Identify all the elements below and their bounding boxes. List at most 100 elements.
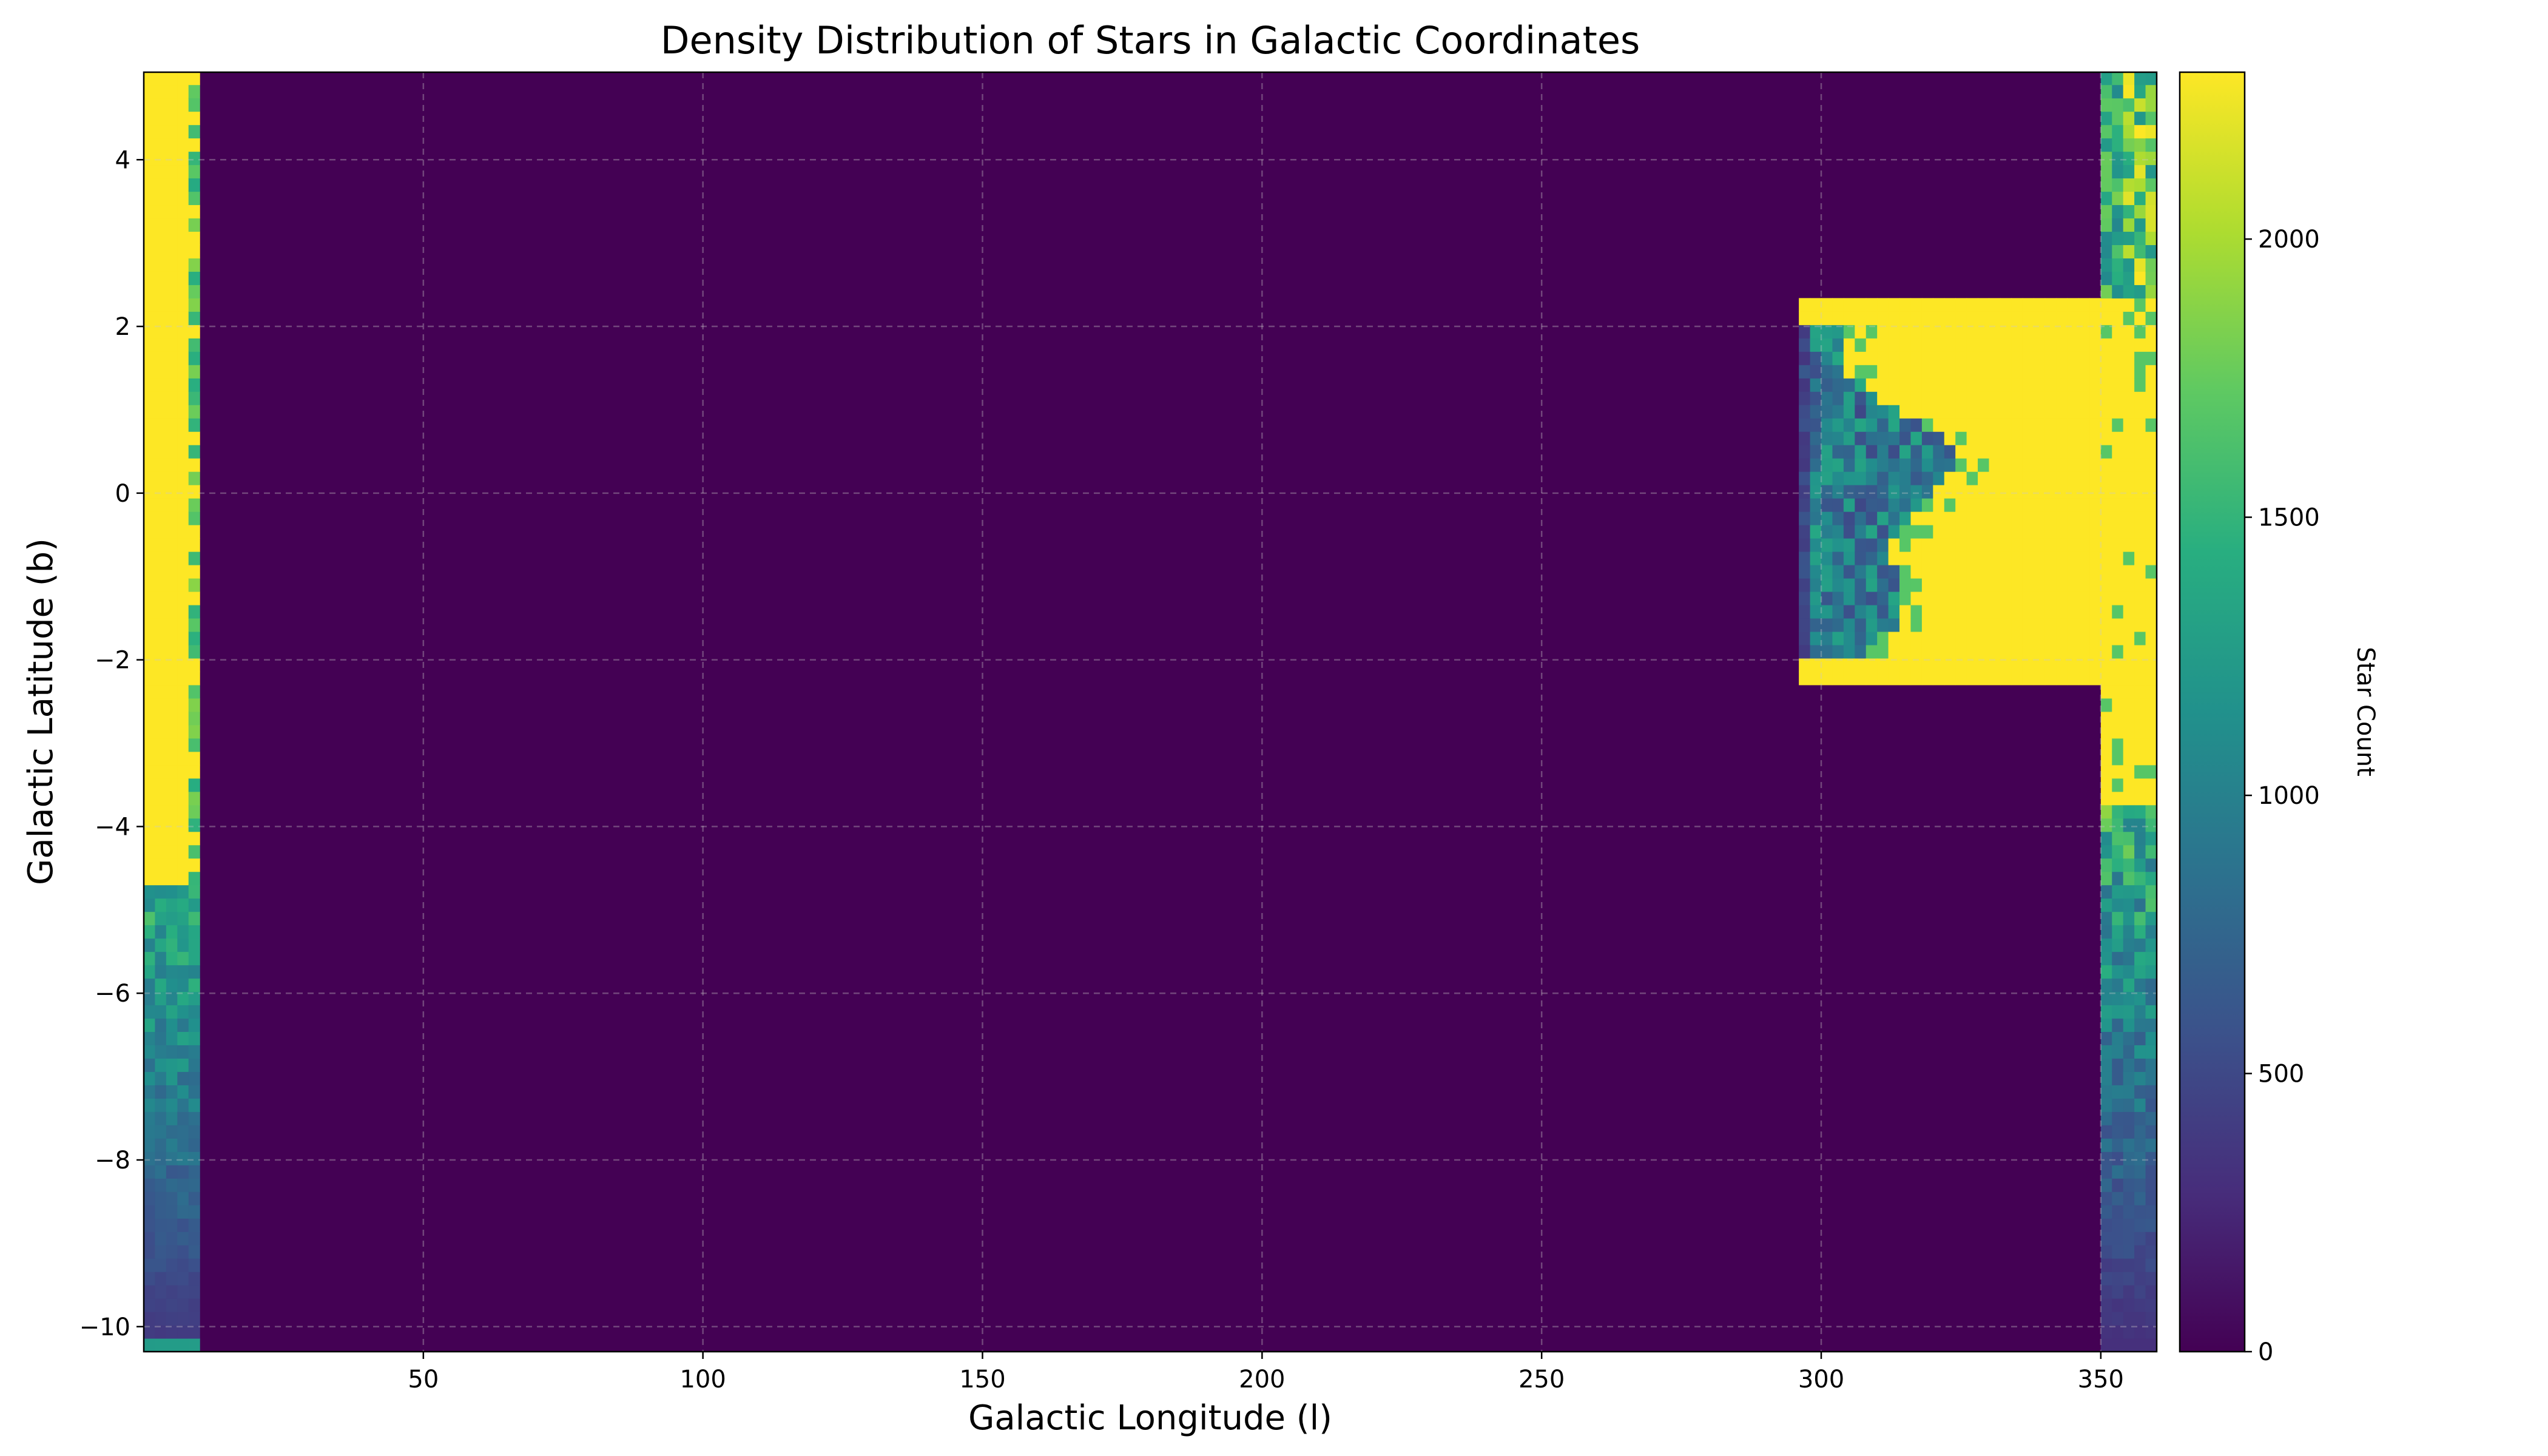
heatmap-cell — [2000, 445, 2012, 459]
heatmap-cell — [144, 1178, 156, 1192]
heatmap-cell — [2044, 338, 2057, 352]
heatmap-cell — [2022, 405, 2034, 419]
heatmap-cell — [188, 951, 200, 966]
heatmap-cell — [177, 618, 189, 632]
heatmap-cell — [2067, 604, 2079, 619]
heatmap-cell — [2112, 218, 2124, 232]
heatmap-cell — [144, 1058, 156, 1072]
heatmap-cell — [1955, 485, 1967, 499]
heatmap-cell — [1888, 578, 1900, 592]
heatmap-cell — [2123, 1205, 2135, 1219]
heatmap-cell — [1810, 458, 1822, 472]
heatmap-cell — [155, 858, 167, 872]
heatmap-cell — [2134, 538, 2146, 552]
heatmap-cell — [2123, 471, 2135, 485]
heatmap-cell — [177, 338, 189, 352]
heatmap-cell — [1933, 525, 1945, 539]
heatmap-cell — [2112, 511, 2124, 525]
heatmap-cell — [166, 1085, 178, 1099]
heatmap-cell — [2034, 644, 2046, 659]
heatmap-cell — [2044, 378, 2057, 392]
heatmap-cell — [1810, 618, 1822, 632]
heatmap-cell — [2044, 458, 2057, 472]
heatmap-cell — [177, 98, 189, 112]
heatmap-cell — [2134, 644, 2146, 659]
heatmap-cell — [2112, 1218, 2124, 1232]
heatmap-cell — [1944, 338, 1956, 352]
heatmap-cell — [1944, 525, 1956, 539]
heatmap-cell — [166, 72, 178, 86]
heatmap-cell — [2134, 1325, 2146, 1339]
heatmap-cell — [166, 951, 178, 966]
heatmap-cell — [2112, 98, 2124, 112]
heatmap-cell — [2000, 591, 2012, 605]
heatmap-cell — [177, 578, 189, 592]
heatmap-cell — [2112, 951, 2124, 966]
heatmap-cell — [1933, 338, 1945, 352]
heatmap-cell — [2145, 231, 2157, 245]
heatmap-cell — [2000, 325, 2012, 339]
heatmap-cell — [1910, 538, 1923, 552]
heatmap-cell — [1978, 538, 1990, 552]
heatmap-cell — [1810, 604, 1822, 619]
heatmap-cell — [1966, 591, 1978, 605]
x-axis-label: Galactic Longitude (l) — [968, 1398, 1332, 1438]
heatmap-cell — [2100, 644, 2112, 659]
heatmap-cell — [1978, 618, 1990, 632]
heatmap-cell — [2056, 378, 2068, 392]
heatmap-cell — [155, 271, 167, 285]
heatmap-cell — [1843, 604, 1855, 619]
heatmap-cell — [1877, 298, 1889, 312]
heatmap-cell — [1989, 298, 2001, 312]
heatmap-cell — [1921, 471, 1933, 485]
heatmap-cell — [144, 551, 156, 565]
heatmap-cell — [2100, 1338, 2112, 1352]
heatmap-cell — [166, 1125, 178, 1139]
heatmap-cell — [2123, 1218, 2135, 1232]
heatmap-cell — [1799, 525, 1811, 539]
heatmap-cell — [144, 925, 156, 939]
heatmap-cell — [2112, 1018, 2124, 1032]
heatmap-cell — [144, 151, 156, 166]
heatmap-cell — [2056, 658, 2068, 672]
heatmap-cell — [144, 738, 156, 752]
heatmap-cell — [1821, 644, 1833, 659]
heatmap-cell — [2078, 378, 2090, 392]
heatmap-cell — [2022, 671, 2034, 686]
heatmap-cell — [2145, 1098, 2157, 1112]
heatmap-cell — [1899, 418, 1912, 432]
heatmap-cell — [2134, 1071, 2146, 1085]
heatmap-cell — [155, 218, 167, 232]
heatmap-cell — [155, 671, 167, 686]
heatmap-cell — [2100, 1125, 2112, 1139]
heatmap-cell — [188, 831, 200, 846]
heatmap-cell — [1866, 604, 1878, 619]
heatmap-cell — [2044, 644, 2057, 659]
heatmap-cell — [166, 631, 178, 645]
heatmap-cell — [2034, 538, 2046, 552]
heatmap-cell — [2100, 538, 2112, 552]
heatmap-cell — [1921, 618, 1933, 632]
heatmap-cell — [1855, 365, 1867, 379]
heatmap-cell — [2134, 578, 2146, 592]
heatmap-cell — [2145, 885, 2157, 899]
heatmap-cell — [2123, 1178, 2135, 1192]
heatmap-cell — [1877, 445, 1889, 459]
heatmap-cell — [2034, 551, 2046, 565]
heatmap-cell — [1921, 498, 1933, 512]
heatmap-cell — [2134, 124, 2146, 139]
heatmap-cell — [155, 1325, 167, 1339]
heatmap-cell — [2112, 1085, 2124, 1099]
heatmap-cell — [2145, 498, 2157, 512]
heatmap-cell — [1888, 338, 1900, 352]
heatmap-cell — [1955, 578, 1967, 592]
heatmap-cell — [1978, 311, 1990, 325]
heatmap-cell — [2134, 151, 2146, 166]
heatmap-cell — [1810, 551, 1822, 565]
heatmap-cell — [1877, 378, 1889, 392]
heatmap-cell — [2134, 511, 2146, 525]
heatmap-cell — [188, 1098, 200, 1112]
heatmap-cell — [2123, 258, 2135, 272]
heatmap-cell — [2100, 525, 2112, 539]
heatmap-cell — [1843, 431, 1855, 445]
